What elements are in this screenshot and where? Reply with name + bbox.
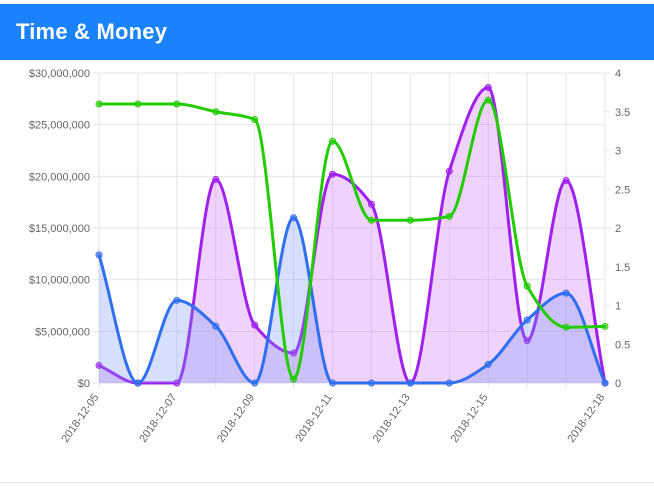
series-0-line	[97, 85, 607, 385]
series-1-point	[406, 379, 414, 387]
series-2-line	[97, 98, 607, 381]
series-0-point	[290, 349, 298, 357]
series-2-point	[329, 137, 337, 145]
x-tick-label: 2018-12-07	[137, 392, 179, 445]
x-tick-label: 2018-12-09	[215, 392, 257, 445]
series-1-point	[445, 379, 453, 387]
series-2-point	[484, 96, 492, 104]
series-0-point	[523, 337, 531, 345]
y-right-tick-label: 3	[615, 146, 621, 158]
series-2-point	[367, 216, 375, 224]
series-2-point	[251, 116, 259, 123]
y-left-tick-label: $5,000,000	[35, 326, 90, 338]
series-1-point	[212, 322, 220, 330]
series-1-point	[95, 251, 103, 259]
series-2-point	[212, 108, 220, 116]
series-0-point	[95, 361, 103, 369]
series-2-point	[445, 212, 453, 220]
x-tick-label: 2018-12-05	[59, 392, 101, 445]
series-2-point	[134, 100, 142, 108]
series-1-point	[484, 360, 492, 368]
y-left-tick-label: $30,000,000	[29, 68, 90, 80]
series-2-point	[601, 322, 609, 330]
series-1-point	[523, 316, 531, 324]
series-1-point	[562, 289, 570, 297]
x-tick-label: 2018-12-15	[449, 392, 491, 445]
series-2-point	[173, 100, 181, 108]
y-left-tick-label: $10,000,000	[29, 275, 90, 287]
y-left-tick-label: $25,000,000	[29, 120, 90, 132]
series-2-point	[406, 216, 414, 224]
series-1-point	[290, 214, 298, 222]
y-right-tick-label: 2.5	[615, 184, 630, 196]
y-right-tick-label: 0	[615, 378, 621, 390]
page-title: Time & Money	[16, 19, 168, 44]
series-0-point	[173, 379, 181, 387]
series-0-point	[367, 200, 375, 208]
series-1-point	[601, 379, 609, 387]
time-money-chart: $0 $5,000,000 $10,000,000 $15,000,000 $20,00…	[29, 68, 630, 445]
y-right-tick-label: 0.5	[615, 339, 630, 351]
y-left-tick-label: $0	[78, 378, 90, 390]
y-left-tick-label: $15,000,000	[29, 223, 90, 235]
series-1-point	[367, 379, 375, 387]
series-0-point	[445, 167, 453, 175]
series-1-point	[251, 379, 259, 387]
y-right-tick-label: 1.5	[615, 262, 630, 274]
series-0-point	[484, 83, 492, 91]
x-tick-label: 2018-12-13	[371, 392, 413, 445]
y-left-tick-label: $20,000,000	[29, 171, 90, 183]
chart-container: $0 $5,000,000 $10,000,000 $15,000,000 $20,00…	[0, 60, 654, 487]
series-2-point	[562, 323, 570, 331]
series-0-point	[212, 175, 220, 183]
series-1-point	[329, 379, 337, 387]
x-tick-label: 2018-12-11	[293, 392, 335, 444]
series-1-line	[97, 216, 607, 385]
app-header: Time & Money	[0, 4, 654, 60]
series-2-point	[95, 100, 103, 108]
x-tick-label: 2018-12-18	[565, 392, 607, 445]
y-right-tick-label: 1	[615, 301, 621, 313]
series-0-area	[99, 87, 605, 383]
y-right-tick-label: 3.5	[615, 107, 630, 119]
series-2-point	[290, 375, 298, 383]
series-0-point	[329, 170, 337, 178]
y-right-tick-label: 4	[615, 68, 621, 80]
footer-divider	[0, 482, 654, 483]
series-2-point	[523, 282, 531, 290]
series-1-point	[134, 379, 142, 387]
y-right-tick-label: 2	[615, 223, 621, 235]
series-0-point	[251, 321, 259, 329]
series-1-point	[173, 296, 181, 304]
series-0-point	[562, 176, 570, 184]
